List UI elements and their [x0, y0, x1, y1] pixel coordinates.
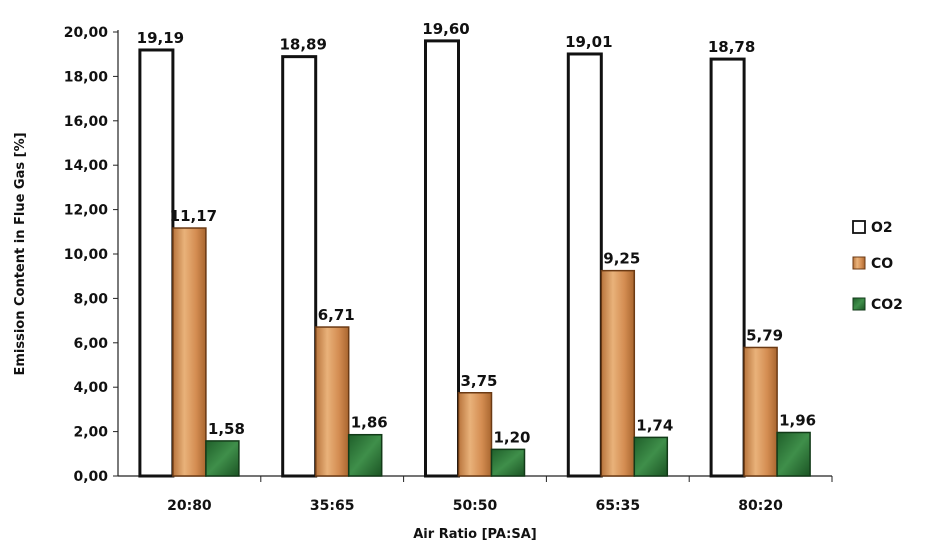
bar-o2-20-80: [138, 48, 175, 478]
y-tick-label: 18,00: [64, 69, 109, 85]
bar-o2-35-65: [281, 55, 318, 478]
bar-co-50-50: [457, 392, 493, 477]
x-tick-label: 80:20: [738, 498, 783, 514]
bar-o2-65-35: [566, 52, 603, 478]
x-tick-label: 65:35: [596, 498, 641, 514]
y-tick-label: 16,00: [64, 114, 109, 130]
data-label: 18,78: [708, 38, 755, 56]
bar-o2-50-50: [424, 39, 460, 478]
data-label: 1,20: [493, 428, 530, 446]
bar-o2-80-20: [709, 57, 746, 478]
y-tick-label: 0,00: [73, 469, 108, 485]
bar-co2-50-50: [490, 448, 526, 477]
bar-co2-65-35: [633, 436, 669, 477]
data-label: 19,19: [137, 29, 184, 47]
bar-co2-80-20: [776, 431, 811, 477]
y-tick-label: 12,00: [64, 203, 109, 219]
bar-co-35-65: [314, 326, 350, 477]
x-axis-title: Air Ratio [PA:SA]: [413, 527, 537, 542]
data-label: 9,25: [603, 250, 640, 268]
data-label: 19,60: [422, 20, 469, 38]
data-label: 18,89: [279, 36, 326, 54]
data-label: 3,75: [460, 372, 497, 390]
bar-co2-35-65: [347, 433, 383, 477]
y-tick-label: 20,00: [64, 25, 109, 41]
y-tick-label: 6,00: [73, 336, 108, 352]
y-tick-label: 10,00: [64, 247, 109, 263]
bar-co-80-20: [743, 346, 778, 477]
legend-label-co2: CO2: [871, 297, 903, 313]
data-label: 1,58: [208, 420, 245, 438]
legend-swatch-co2: [852, 297, 866, 311]
x-tick-label: 20:80: [167, 498, 212, 514]
y-tick-label: 2,00: [73, 425, 108, 441]
y-tick-label: 4,00: [73, 380, 108, 396]
data-label: 11,17: [170, 207, 217, 225]
x-tick-label: 50:50: [453, 498, 498, 514]
y-tick-label: 8,00: [73, 291, 108, 307]
bar-co2-20-80: [205, 440, 240, 477]
y-tick-label: 14,00: [64, 158, 109, 174]
x-tick-label: 35:65: [310, 498, 355, 514]
data-label: 1,74: [636, 416, 673, 434]
bar-co-20-80: [172, 227, 207, 477]
legend-label-o2: O2: [871, 220, 893, 236]
data-label: 5,79: [746, 326, 783, 344]
bar-co-65-35: [600, 269, 636, 477]
data-label: 1,96: [779, 411, 816, 429]
legend-label-co: CO: [871, 256, 893, 272]
y-axis-title: Emission Content in Flue Gas [%]: [13, 132, 28, 375]
legend-swatch-o2: [852, 220, 866, 234]
legend-swatch-co: [852, 256, 866, 270]
data-label: 19,01: [565, 33, 612, 51]
data-label: 1,86: [351, 414, 388, 432]
data-label: 6,71: [318, 306, 355, 324]
